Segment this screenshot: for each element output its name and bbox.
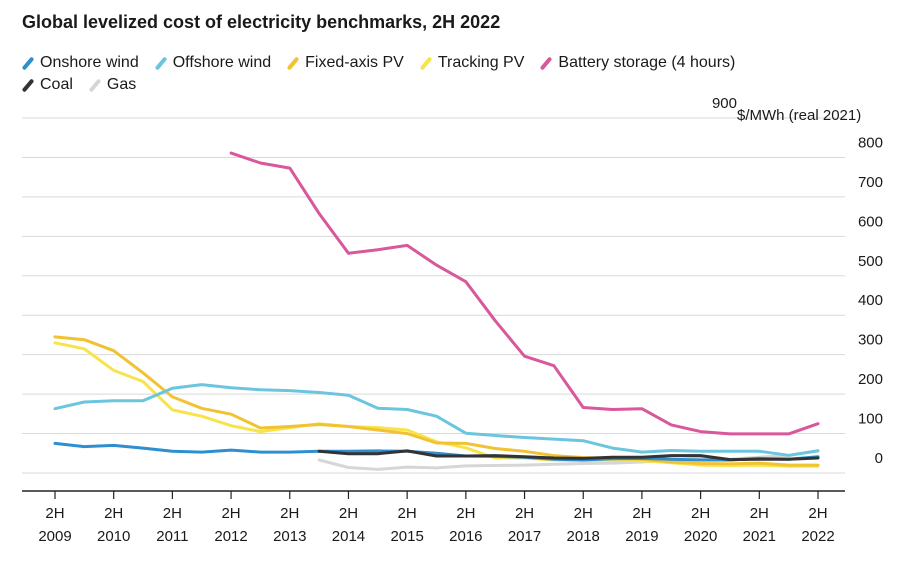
x-tick-label-top: 2H [691, 505, 710, 522]
y-tick-label: 500 [858, 253, 883, 270]
x-tick-label-bottom: 2009 [38, 528, 71, 545]
legend-label: Onshore wind [40, 54, 139, 71]
gridlines [22, 117, 845, 474]
legend-item-offshore-wind: Offshore wind [154, 54, 272, 72]
chart-title: Global levelized cost of electricity ben… [22, 12, 501, 32]
x-tick-label-top: 2H [750, 505, 769, 522]
x-tick-label-bottom: 2019 [625, 528, 658, 545]
y-tick-label: 100 [858, 411, 883, 428]
series-lines [53, 151, 820, 471]
x-axis-ticks: 2H 2009 2H 2010 2H 2011 2H 2012 2H 2013 2H 2014 2H 20… [38, 491, 835, 545]
series-line-fixed-axis-pv [53, 335, 820, 467]
legend-label: Offshore wind [172, 54, 272, 71]
x-tick-label-bottom: 2012 [214, 528, 247, 545]
x-tick-label-top: 2H [280, 505, 299, 522]
x-tick-label-top: 2H [163, 505, 182, 522]
x-tick-label-bottom: 2022 [801, 528, 834, 545]
y-tick-label: 800 [858, 134, 883, 151]
x-tick-label-bottom: 2021 [743, 528, 776, 545]
legend-label: Battery storage (4 hours) [558, 54, 736, 71]
y-tick-label: 700 [858, 174, 883, 191]
x-tick-label-bottom: 2018 [567, 528, 600, 545]
y-tick-label: 600 [858, 213, 883, 230]
x-tick-label-bottom: 2016 [449, 528, 482, 545]
series-line-coal [317, 449, 820, 462]
legend-item-battery-storage: Battery storage (4 hours) [540, 54, 735, 72]
x-tick-label-bottom: 2015 [390, 528, 423, 545]
x-tick-label-top: 2H [515, 505, 534, 522]
x-tick-label-top: 2H [808, 505, 827, 522]
legend-label: Tracking PV [437, 54, 525, 71]
x-tick-label-bottom: 2014 [332, 528, 365, 545]
series-line-battery-storage-4-hours [229, 151, 820, 436]
legend: Onshore wind Offshore wind Fixed-axis PV… [21, 52, 882, 96]
x-tick-label-top: 2H [45, 505, 64, 522]
legend-item-tracking-pv: Tracking PV [419, 54, 525, 72]
y-axis-unit-label: $/MWh (real 2021) [737, 107, 861, 124]
y-tick-label: 0 [875, 450, 883, 467]
x-tick-label-top: 2H [339, 505, 358, 522]
x-tick-label-top: 2H [398, 505, 417, 522]
x-tick-label-bottom: 2013 [273, 528, 306, 545]
legend-item-fixed-axis-pv: Fixed-axis PV [286, 54, 404, 72]
x-tick-label-top: 2H [574, 505, 593, 522]
y-axis-ticks: 0 100 200 300 400 500 600 700 800 900 [712, 95, 883, 467]
x-tick-label-top: 2H [632, 505, 651, 522]
x-tick-label-top: 2H [104, 505, 123, 522]
legend-item-gas: Gas [88, 76, 137, 94]
legend-label: Gas [106, 76, 137, 93]
x-tick-label-bottom: 2020 [684, 528, 717, 545]
x-tick-label-bottom: 2017 [508, 528, 541, 545]
x-tick-label-top: 2H [221, 505, 240, 522]
legend-item-onshore-wind: Onshore wind [21, 54, 139, 72]
y-tick-label: 300 [858, 332, 883, 349]
legend-label: Fixed-axis PV [305, 54, 404, 71]
series-line-onshore-wind [53, 441, 820, 462]
x-tick-label-bottom: 2011 [156, 528, 188, 545]
x-tick-label-bottom: 2010 [97, 528, 130, 545]
series-line-offshore-wind [53, 383, 820, 457]
y-tick-label: 200 [858, 371, 883, 388]
x-tick-label-top: 2H [456, 505, 475, 522]
series-line-tracking-pv [53, 341, 820, 468]
y-tick-label: 400 [858, 292, 883, 309]
legend-item-coal: Coal [21, 76, 73, 94]
y-tick-label: 900 [712, 95, 737, 112]
legend-label: Coal [40, 76, 73, 93]
